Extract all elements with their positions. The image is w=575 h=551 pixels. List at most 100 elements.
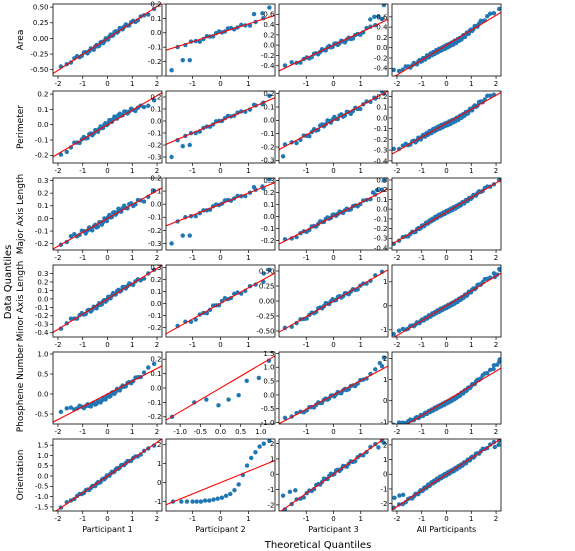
- x-tick-label: 1: [469, 515, 473, 523]
- x-tick-label: -1.0: [173, 428, 187, 436]
- x-tick-label: 1: [246, 167, 250, 175]
- data-point: [267, 5, 272, 10]
- data-point: [307, 133, 312, 139]
- x-tick-label: 0: [444, 254, 448, 262]
- y-tick-label: -0.5: [35, 410, 49, 418]
- panel-r5-c2: -1 0 1 -2 -1 0 1 2 Participant 3: [268, 438, 389, 534]
- panel-r0-c2: -1 0 1 -0.4 -0.2 0.0 0.2 0.4 0.6: [261, 3, 396, 88]
- y-tick-label: -1: [155, 498, 162, 506]
- y-tick-label: -0.3: [374, 147, 388, 155]
- x-tick-label: -2: [393, 254, 400, 262]
- fit-line: [53, 92, 162, 158]
- data-point: [180, 57, 185, 63]
- y-tick-label: 0.0: [150, 384, 161, 392]
- column-label: Participant 2: [195, 525, 245, 534]
- fit-line: [406, 367, 501, 424]
- y-tick-label: 0.1: [37, 106, 48, 114]
- plot-area: [279, 355, 396, 424]
- plot-area: [279, 4, 396, 72]
- data-point: [282, 415, 288, 421]
- data-point: [487, 442, 493, 447]
- y-tick-label: -0.2: [261, 143, 275, 151]
- y-tick-label: 0.2: [263, 90, 274, 98]
- y-tick-label: 0.0: [263, 391, 274, 399]
- x-tick-label: 1: [359, 428, 363, 436]
- y-tick-label: 1: [383, 456, 387, 464]
- x-tick-label: 2: [494, 80, 498, 88]
- x-tick-label: 0: [105, 428, 109, 436]
- fit-line: [279, 365, 388, 424]
- x-tick-label: 1: [246, 254, 250, 262]
- y-tick-label: -1: [268, 486, 275, 494]
- y-tick-label: -0.2: [261, 237, 275, 245]
- plot-area: [392, 439, 501, 511]
- y-tick-label: -0.3: [148, 153, 162, 161]
- data-point: [381, 440, 387, 446]
- y-tick-label: -0.5: [261, 405, 275, 413]
- panel-r2-c2: -1 0 1-0.2-0.10.00.10.20.3: [261, 177, 389, 262]
- data-point: [267, 439, 272, 444]
- x-tick-label: 0: [218, 80, 222, 88]
- data-point: [163, 350, 167, 354]
- data-point: [95, 224, 101, 229]
- plot-area: [53, 265, 162, 333]
- data-point: [396, 420, 402, 424]
- data-point: [381, 178, 387, 183]
- data-point: [179, 499, 184, 504]
- data-point: [397, 493, 402, 498]
- plot-area: [166, 93, 275, 160]
- y-tick-label: 0.1: [150, 15, 161, 23]
- y-tick-label: 0.0: [37, 472, 48, 480]
- data-point: [376, 14, 381, 19]
- y-tick-label: 0.25: [259, 282, 275, 290]
- y-tick-label: 0.3: [37, 270, 48, 278]
- axes-frame: [165, 3, 276, 77]
- data-point: [487, 93, 493, 98]
- x-tick-label: -1: [303, 167, 310, 175]
- panel-r5-c1: -1 0 1 -1 0 1 2 Participant 2: [155, 438, 276, 534]
- data-point: [381, 355, 387, 360]
- column-label: All Participants: [417, 525, 476, 534]
- y-tick-label: -0.2: [35, 240, 49, 248]
- y-tick-label: 0.00: [259, 297, 275, 305]
- y-tick-label: 0.0: [37, 121, 48, 129]
- data-point: [244, 463, 250, 468]
- y-tick-label: 1: [383, 278, 387, 286]
- panel-r3-c3: -2 -1 0 1 2 -1 0 1: [381, 264, 502, 349]
- panel-r3-c1: -1 0 1 -0.2 -0.1 0.0 0.1 0.2 0.3: [148, 264, 276, 349]
- data-point: [146, 365, 151, 370]
- y-tick-label: 0.2: [376, 186, 387, 194]
- data-point: [392, 8, 396, 12]
- x-tick-label: -1: [303, 341, 310, 349]
- data-point: [392, 146, 396, 152]
- y-tick-label: -0.25: [30, 50, 48, 58]
- x-tick-label: 1: [130, 428, 134, 436]
- fit-line: [166, 181, 275, 227]
- x-tick-label: 2: [155, 167, 159, 175]
- data-point: [187, 142, 192, 148]
- y-tick-label: 0.0: [150, 117, 161, 125]
- data-point: [495, 362, 500, 367]
- x-tick-label: 1: [130, 254, 134, 262]
- data-point: [392, 495, 397, 500]
- data-point: [485, 14, 490, 19]
- row-label: Major Axis Length: [16, 174, 26, 254]
- y-tick-label: 0.2: [150, 93, 161, 101]
- y-tick-label: 1.0: [37, 350, 48, 358]
- plot-area: [55, 439, 162, 511]
- data-point: [58, 409, 64, 415]
- x-tick-label: -1: [189, 515, 196, 523]
- data-point: [392, 356, 396, 360]
- y-tick-label: 0.1: [150, 370, 161, 378]
- data-point: [346, 387, 351, 392]
- data-point: [169, 241, 174, 246]
- data-point: [294, 140, 299, 146]
- x-tick-label: -1: [189, 254, 196, 262]
- plot-area: [53, 350, 167, 423]
- data-point: [48, 163, 52, 167]
- y-tick-label: 0.0: [376, 114, 387, 122]
- data-point: [267, 93, 272, 98]
- data-point: [381, 4, 387, 8]
- x-tick-label: -2: [393, 167, 400, 175]
- y-tick-label: 0.1: [263, 103, 274, 111]
